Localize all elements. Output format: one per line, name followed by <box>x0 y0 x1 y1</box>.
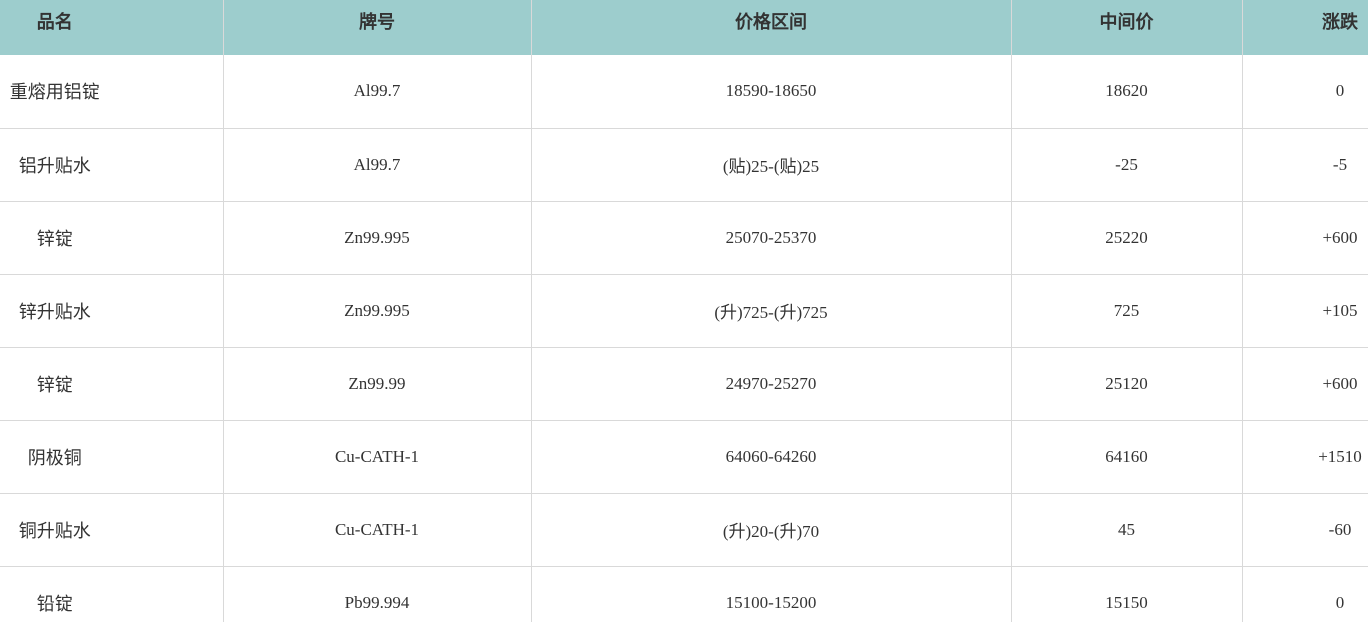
table-cell: 锌锭 <box>0 201 224 275</box>
table-cell: +600 <box>1242 201 1368 275</box>
header-row: 品名 牌号 价格区间 中间价 涨跌 <box>0 0 1368 55</box>
table-cell: 铜升贴水 <box>0 493 224 567</box>
table-cell: (升)20-(升)70 <box>531 493 1012 567</box>
table-cell: 铅锭 <box>0 566 224 622</box>
table-row: 重熔用铝锭 Al99.7 18590-18650 18620 0 <box>0 55 1368 129</box>
table-row: 铜升贴水 Cu-CATH-1 (升)20-(升)70 45 -60 <box>0 493 1368 567</box>
table-cell: 25120 <box>1011 347 1243 421</box>
table-row: 锌锭 Zn99.99 24970-25270 25120 +600 <box>0 347 1368 421</box>
table-cell: Zn99.99 <box>223 347 532 421</box>
table-cell: Pb99.994 <box>223 566 532 622</box>
table-row: 铅锭 Pb99.994 15100-15200 15150 0 <box>0 566 1368 622</box>
table-cell: Cu-CATH-1 <box>223 493 532 567</box>
table-cell: Cu-CATH-1 <box>223 420 532 494</box>
table-cell: Al99.7 <box>223 128 532 202</box>
table-cell: -25 <box>1011 128 1243 202</box>
table-cell: 15100-15200 <box>531 566 1012 622</box>
table-cell: (升)725-(升)725 <box>531 274 1012 348</box>
table-cell: 0 <box>1242 55 1368 129</box>
table-cell: 18620 <box>1011 55 1243 129</box>
table-cell: 24970-25270 <box>531 347 1012 421</box>
header-cell: 涨跌 <box>1242 0 1368 55</box>
header-cell: 品名 <box>0 0 224 55</box>
table-cell: 15150 <box>1011 566 1243 622</box>
table-cell: 锌锭 <box>0 347 224 421</box>
table-row: 锌锭 Zn99.995 25070-25370 25220 +600 <box>0 201 1368 275</box>
header-cell: 中间价 <box>1011 0 1243 55</box>
table-row: 锌升贴水 Zn99.995 (升)725-(升)725 725 +105 <box>0 274 1368 348</box>
table-cell: +105 <box>1242 274 1368 348</box>
table-cell: 锌升贴水 <box>0 274 224 348</box>
header-cell: 价格区间 <box>531 0 1012 55</box>
table-row: 铝升贴水 Al99.7 (贴)25-(贴)25 -25 -5 <box>0 128 1368 202</box>
table-cell: Zn99.995 <box>223 201 532 275</box>
table-cell: +1510 <box>1242 420 1368 494</box>
table-cell: 铝升贴水 <box>0 128 224 202</box>
table-cell: 64160 <box>1011 420 1243 494</box>
table-cell: +600 <box>1242 347 1368 421</box>
table-cell: 64060-64260 <box>531 420 1012 494</box>
table-row: 阴极铜 Cu-CATH-1 64060-64260 64160 +1510 <box>0 420 1368 494</box>
table-cell: Al99.7 <box>223 55 532 129</box>
table-cell: 45 <box>1011 493 1243 567</box>
table-cell: 25220 <box>1011 201 1243 275</box>
header-cell: 牌号 <box>223 0 532 55</box>
table-cell: 725 <box>1011 274 1243 348</box>
table-cell: (贴)25-(贴)25 <box>531 128 1012 202</box>
table-cell: 重熔用铝锭 <box>0 55 224 129</box>
table-cell: 阴极铜 <box>0 420 224 494</box>
table-cell: 25070-25370 <box>531 201 1012 275</box>
table-cell: 0 <box>1242 566 1368 622</box>
table-cell: -5 <box>1242 128 1368 202</box>
table-cell: Zn99.995 <box>223 274 532 348</box>
table-cell: -60 <box>1242 493 1368 567</box>
table-cell: 18590-18650 <box>531 55 1012 129</box>
